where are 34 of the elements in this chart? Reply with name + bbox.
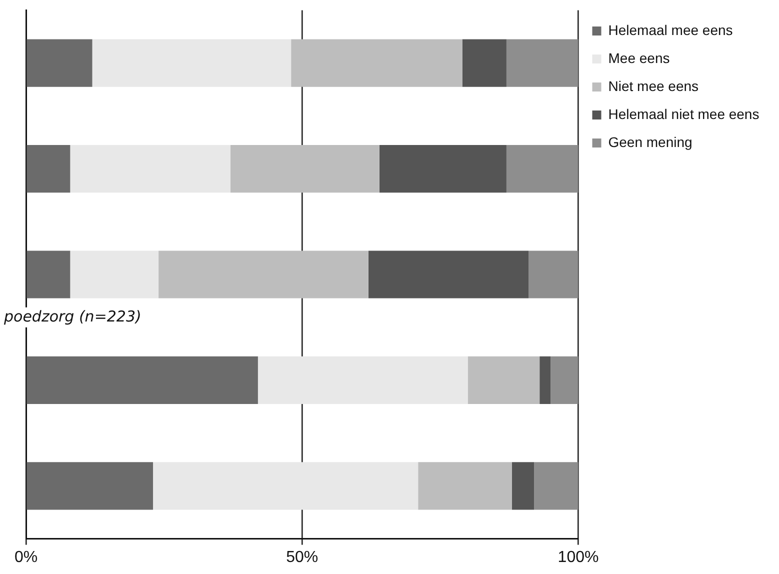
bar [512, 462, 534, 510]
bar [534, 462, 578, 510]
bar [92, 39, 292, 87]
bar [291, 39, 462, 87]
bar [26, 462, 154, 510]
bar [70, 250, 159, 298]
x-tick-label: 0% [14, 548, 38, 566]
bar [158, 250, 368, 298]
bar [468, 356, 540, 404]
bar [230, 144, 380, 193]
bar [153, 462, 418, 510]
bar [550, 356, 578, 404]
bar [26, 250, 70, 298]
bar [26, 39, 92, 87]
bar [26, 356, 258, 404]
x-tick-label: 50% [286, 548, 318, 566]
legend-label: Mee eens [608, 50, 670, 66]
bar [379, 144, 506, 193]
bar [368, 250, 529, 298]
annotation: poedzorg (n=223) [3, 307, 142, 326]
bar [418, 462, 512, 510]
legend-label: Helemaal niet mee eens [608, 106, 760, 122]
legend-label: Geen mening [608, 134, 692, 150]
x-tick-label: 100% [558, 548, 599, 566]
bar [528, 250, 578, 298]
bar [506, 144, 578, 193]
legend-label: Niet mee eens [608, 78, 699, 94]
bar [540, 356, 551, 404]
bar [462, 39, 506, 87]
bar [258, 356, 468, 404]
bar [26, 144, 70, 193]
bar [70, 144, 230, 193]
bar [506, 39, 578, 87]
legend-label: Helemaal mee eens [608, 22, 733, 38]
